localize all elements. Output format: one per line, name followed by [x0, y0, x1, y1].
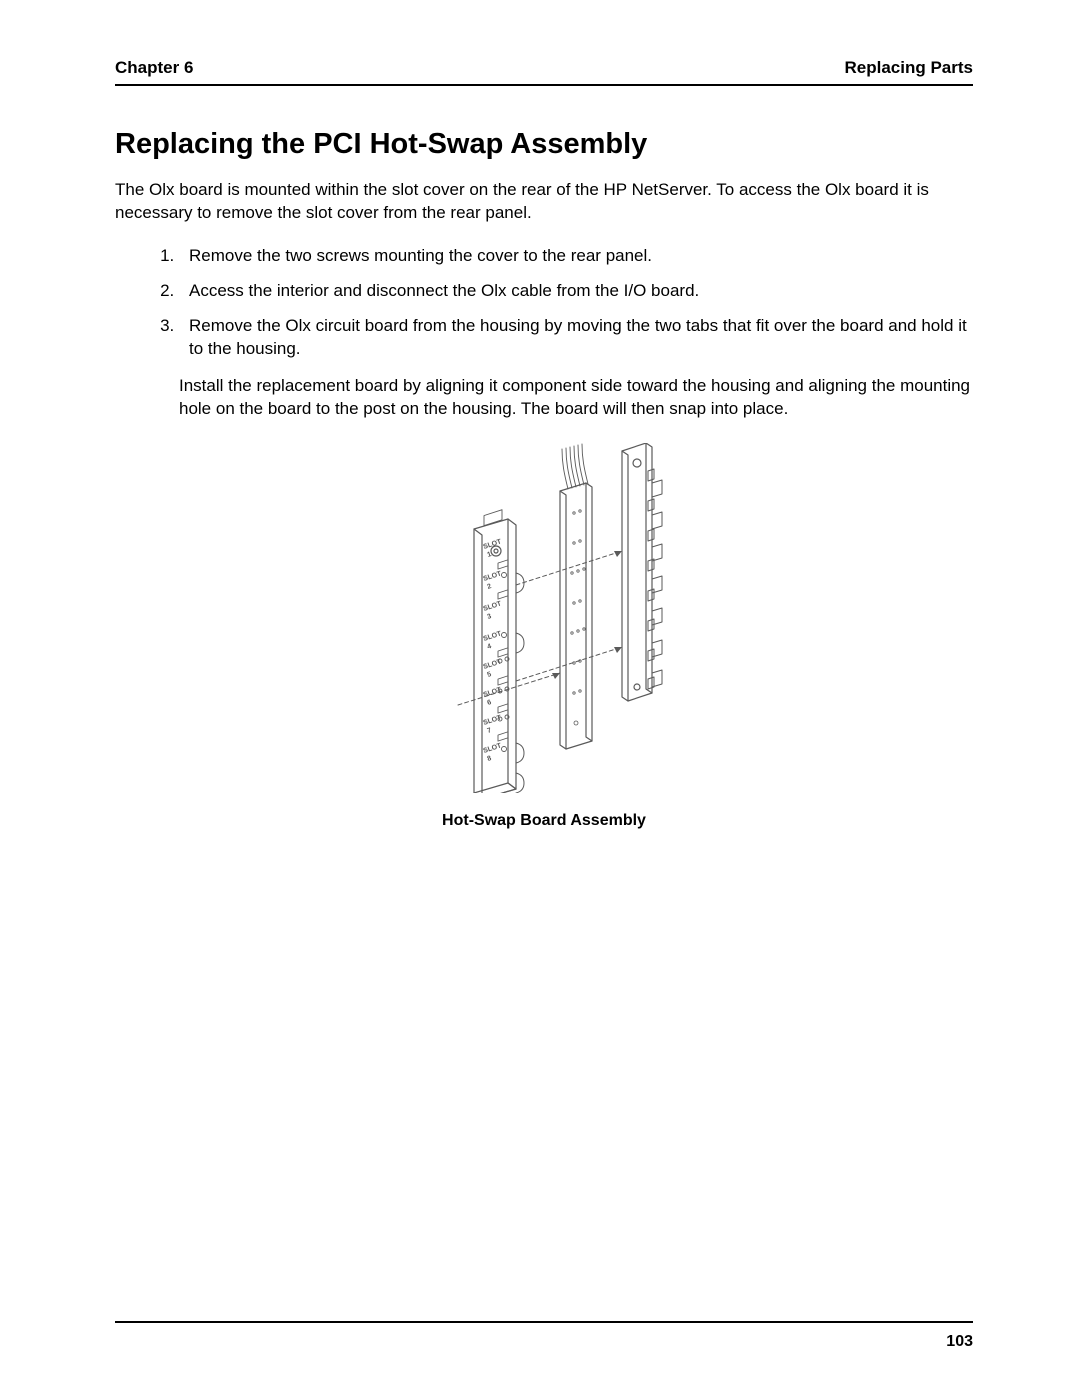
- header-chapter: Chapter 6: [115, 58, 193, 78]
- page-number: 103: [946, 1333, 973, 1350]
- page-header: Chapter 6 Replacing Parts: [115, 58, 973, 86]
- intro-paragraph: The Olx board is mounted within the slot…: [115, 179, 973, 225]
- step-item: Remove the Olx circuit board from the ho…: [179, 315, 973, 361]
- page-footer: 103: [115, 1321, 973, 1351]
- steps-list: Remove the two screws mounting the cover…: [179, 245, 973, 361]
- follow-paragraph: Install the replacement board by alignin…: [179, 375, 973, 421]
- step-item: Access the interior and disconnect the O…: [179, 280, 973, 303]
- assembly-diagram: SLOT 1 SLOT 2 SLOT 3 SLOT 4 SLOT 5 SLOT …: [115, 443, 973, 830]
- page-title: Replacing the PCI Hot-Swap Assembly: [115, 128, 973, 161]
- step-item: Remove the two screws mounting the cover…: [179, 245, 973, 268]
- figure-caption: Hot-Swap Board Assembly: [115, 812, 973, 830]
- header-section: Replacing Parts: [845, 58, 974, 78]
